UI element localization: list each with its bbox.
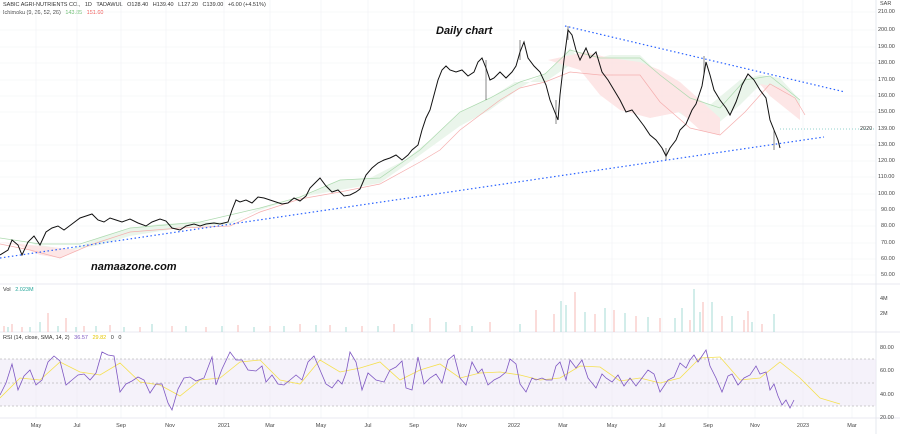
rsi-sma-value: 29.82 <box>92 335 107 341</box>
price-tick: 170.00 <box>878 77 895 83</box>
time-tick: Jul <box>73 423 81 429</box>
time-tick: 2023 <box>796 423 810 429</box>
time-tick: Sep <box>703 423 713 429</box>
close-value: C139.00 <box>202 2 224 8</box>
chart-title-annotation: Daily chart <box>436 25 493 37</box>
time-tick: Nov <box>165 423 175 429</box>
time-tick: Mar <box>265 423 275 429</box>
ichimoku-cloud <box>0 48 806 259</box>
current-price-tick: 139.00 <box>878 126 895 132</box>
volume-value: 2.023M <box>15 287 34 293</box>
time-tick: Sep <box>116 423 126 429</box>
price-tick: 200.00 <box>878 27 895 33</box>
bar-countdown: 2020 <box>860 126 873 132</box>
rsi-band <box>0 359 876 406</box>
time-tick: May <box>30 423 42 429</box>
volume-legend[interactable]: Vol 2.023M <box>3 287 37 293</box>
price-tick: 180.00 <box>878 60 895 66</box>
rsi-sma-line <box>0 356 841 405</box>
price-tick: 50.00 <box>881 272 895 278</box>
rsi-label: RSI (14, close, SMA, 14, 2) <box>3 335 70 341</box>
price-tick: 210.00 <box>878 9 895 15</box>
time-tick: 2021 <box>217 423 231 429</box>
rsi-legend[interactable]: RSI (14, close, SMA, 14, 2) 36.57 29.82 … <box>3 335 124 341</box>
time-tick: May <box>606 423 618 429</box>
time-tick: Nov <box>457 423 467 429</box>
price-tick: 90.00 <box>881 207 895 213</box>
price-tick: 80.00 <box>881 223 895 229</box>
high-value: H139.40 <box>152 2 174 8</box>
time-tick: Mar <box>558 423 568 429</box>
price-tick: 150.00 <box>878 109 895 115</box>
candle-wicks <box>485 26 775 160</box>
price-series <box>0 28 781 257</box>
open-value: O128.40 <box>127 2 149 8</box>
price-tick: 70.00 <box>881 240 895 246</box>
volume-tick: 4M <box>880 296 888 302</box>
exchange: TADAWUL <box>96 2 123 8</box>
symbol-name[interactable]: SABIC AGRI-NUTRIENTS CO., <box>3 2 81 8</box>
volume-bars <box>3 289 775 332</box>
price-tick: 130.00 <box>878 142 895 148</box>
ichimoku-value-1: 143.85 <box>65 10 83 16</box>
rsi-extra-2: 0 <box>118 335 122 341</box>
time-tick: Sep <box>409 423 419 429</box>
time-tick: Nov <box>750 423 760 429</box>
symbol-legend: SABIC AGRI-NUTRIENTS CO., 1D TADAWUL O12… <box>3 2 269 8</box>
time-tick: Mar <box>847 423 857 429</box>
ichimoku-label: Ichimoku (9, 26, 52, 26) <box>3 10 61 16</box>
volume-tick: 2M <box>880 311 888 317</box>
time-tick: May <box>315 423 327 429</box>
rsi-tick: 60.00 <box>880 368 894 374</box>
price-tick: 190.00 <box>878 44 895 50</box>
price-tick: 160.00 <box>878 93 895 99</box>
lower-trendline <box>0 136 825 259</box>
volume-label: Vol <box>3 287 11 293</box>
price-tick: 110.00 <box>878 174 895 180</box>
price-tick: 120.00 <box>878 158 895 164</box>
rsi-tick: 20.00 <box>880 415 894 421</box>
rsi-line <box>0 349 795 412</box>
interval: 1D <box>84 2 92 8</box>
time-tick: 2022 <box>507 423 521 429</box>
ichimoku-value-2: 151.60 <box>86 10 104 16</box>
price-tick: 60.00 <box>881 256 895 262</box>
rsi-value: 36.57 <box>74 335 88 341</box>
low-value: L127.20 <box>178 2 198 8</box>
rsi-tick: 80.00 <box>880 345 894 351</box>
time-tick: Jul <box>364 423 372 429</box>
currency-label: SAR <box>880 1 892 7</box>
rsi-tick: 40.00 <box>880 392 894 398</box>
ichimoku-legend[interactable]: Ichimoku (9, 26, 52, 26) 143.85 151.60 <box>3 10 107 16</box>
time-tick: Jul <box>658 423 666 429</box>
rsi-extra-1: 0 <box>110 335 114 341</box>
change-value: +6.00 (+4.51%) <box>227 2 266 8</box>
watermark-annotation: namaazone.com <box>91 261 177 273</box>
price-tick: 100.00 <box>878 191 895 197</box>
